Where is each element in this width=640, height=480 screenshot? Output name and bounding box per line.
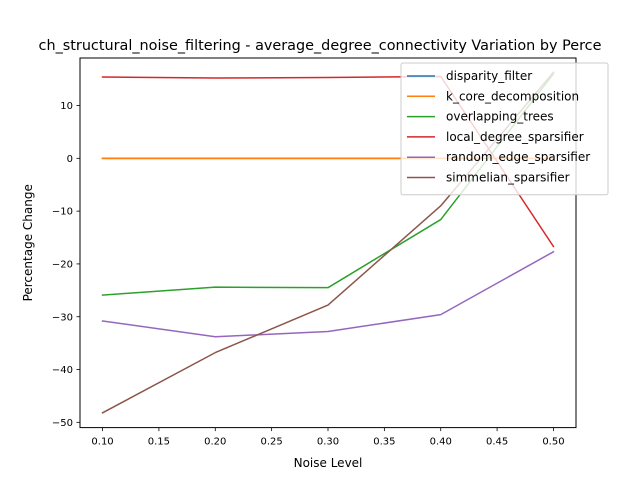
legend-label: disparity_filter <box>446 69 532 83</box>
y-tick-label: 10 <box>60 101 73 112</box>
series-line-random-edge-sparsifier <box>101 250 555 338</box>
x-tick-label: 0.25 <box>261 437 283 448</box>
x-tick-label: 0.15 <box>148 437 170 448</box>
y-tick-label: 0 <box>67 154 73 165</box>
x-tick-label: 0.20 <box>204 437 226 448</box>
legend-label: overlapping_trees <box>446 110 554 124</box>
x-axis: 0.10 0.15 0.20 0.25 0.30 0.35 0.40 0.45 0.50 <box>91 427 565 448</box>
y-tick-label: −50 <box>52 418 73 429</box>
x-tick-label: 0.30 <box>317 437 339 448</box>
x-tick-label: 0.45 <box>486 437 508 448</box>
legend-label: random_edge_sparsifier <box>446 150 590 164</box>
legend-label: simmelian_sparsifier <box>446 171 570 185</box>
y-tick-label: −20 <box>52 260 73 271</box>
x-tick-label: 0.40 <box>430 437 452 448</box>
x-tick-label: 0.35 <box>373 437 395 448</box>
x-tick-label: 0.10 <box>91 437 113 448</box>
legend-label: k_core_decomposition <box>446 89 579 103</box>
y-tick-label: −40 <box>52 365 73 376</box>
plot-area <box>79 57 577 429</box>
y-axis: −50 −40 −30 −20 −10 0 10 <box>52 101 80 429</box>
y-tick-label: −30 <box>52 312 73 323</box>
legend-box <box>400 62 609 196</box>
x-tick-label: 0.50 <box>542 437 564 448</box>
chart-title: ch_structural_noise_filtering - average_… <box>39 38 602 54</box>
y-axis-label: Percentage Change <box>21 184 35 301</box>
legend: disparity_filter k_core_decompositionover… <box>400 62 609 196</box>
x-axis-label: Noise Level <box>294 456 363 470</box>
y-tick-label: −10 <box>52 207 73 218</box>
legend-label: local_degree_sparsifier <box>446 130 584 144</box>
